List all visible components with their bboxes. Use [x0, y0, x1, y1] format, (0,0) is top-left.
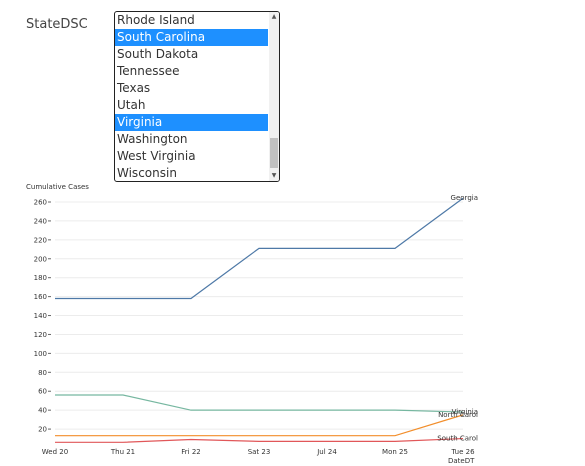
- list-item[interactable]: Tennessee: [117, 64, 180, 78]
- y-tick-label: 240: [34, 217, 47, 225]
- series-line: [55, 437, 464, 443]
- list-item[interactable]: Virginia: [115, 114, 268, 131]
- y-axis-ticks: 20 40 60 80 100 120 140 160 180 200 220 240 260: [34, 199, 51, 434]
- x-tick-label: Tue 26: [450, 448, 475, 456]
- series-line: [55, 414, 464, 437]
- x-tick-label: Sat 23: [248, 448, 271, 456]
- list-item[interactable]: Washington: [117, 132, 188, 146]
- x-axis-label: DateDT: [448, 457, 475, 465]
- scroll-down-icon[interactable]: ▼: [271, 172, 277, 179]
- series-end-label: Virginia: [452, 408, 478, 416]
- chart-grid: [55, 201, 463, 430]
- list-item[interactable]: Rhode Island: [117, 13, 195, 27]
- x-tick-label: Fri 22: [181, 448, 200, 456]
- x-tick-label: Jul 24: [316, 448, 337, 456]
- listbox-items: Rhode Island South Carolina South Dakota Te…: [115, 12, 268, 181]
- series-line: [55, 394, 464, 413]
- state-listbox[interactable]: Rhode Island South Carolina South Dakota Te…: [114, 11, 280, 182]
- x-tick-label: Mon 25: [382, 448, 408, 456]
- y-tick-label: 220: [34, 236, 47, 244]
- y-tick-label: 80: [38, 369, 47, 377]
- series-end-label: North Carol: [438, 411, 478, 419]
- list-item[interactable]: Wisconsin: [117, 166, 177, 180]
- scroll-thumb[interactable]: [270, 138, 278, 168]
- x-axis-ticks: Wed 20 Thu 21 Fri 22 Sat 23 Jul 24 Mon 25 Tue …: [42, 448, 475, 456]
- y-tick-label: 200: [34, 255, 47, 263]
- y-tick-label: 60: [38, 388, 47, 396]
- list-item[interactable]: Utah: [117, 98, 146, 112]
- series-end-label: South Carol: [437, 435, 478, 443]
- listbox-scrollbar[interactable]: ▲ ▼: [269, 12, 279, 181]
- y-tick-label: 100: [34, 350, 47, 358]
- list-item[interactable]: Texas: [117, 81, 151, 95]
- y-tick-label: 140: [34, 312, 47, 320]
- cumulative-cases-chart: Cumulative Cases 20 40 60 80 100 120 140 160 180…: [26, 183, 478, 465]
- y-tick-label: 260: [34, 199, 47, 207]
- y-tick-label: 20: [38, 426, 47, 434]
- y-tick-label: 40: [38, 407, 47, 415]
- y-tick-label: 120: [34, 331, 47, 339]
- chart-series: [55, 197, 464, 443]
- y-tick-label: 160: [34, 293, 47, 301]
- scroll-up-icon[interactable]: ▲: [271, 13, 277, 20]
- series-end-label: Georgia: [451, 194, 478, 202]
- list-item[interactable]: South Carolina: [115, 29, 268, 46]
- series-line: [55, 197, 464, 300]
- filter-label: StateDSC: [26, 17, 88, 32]
- x-tick-label: Thu 21: [110, 448, 135, 456]
- list-item[interactable]: South Dakota: [117, 47, 199, 61]
- list-item[interactable]: West Virginia: [117, 149, 196, 163]
- y-axis-label: Cumulative Cases: [26, 183, 89, 191]
- y-tick-label: 180: [34, 274, 47, 282]
- x-tick-label: Wed 20: [42, 448, 68, 456]
